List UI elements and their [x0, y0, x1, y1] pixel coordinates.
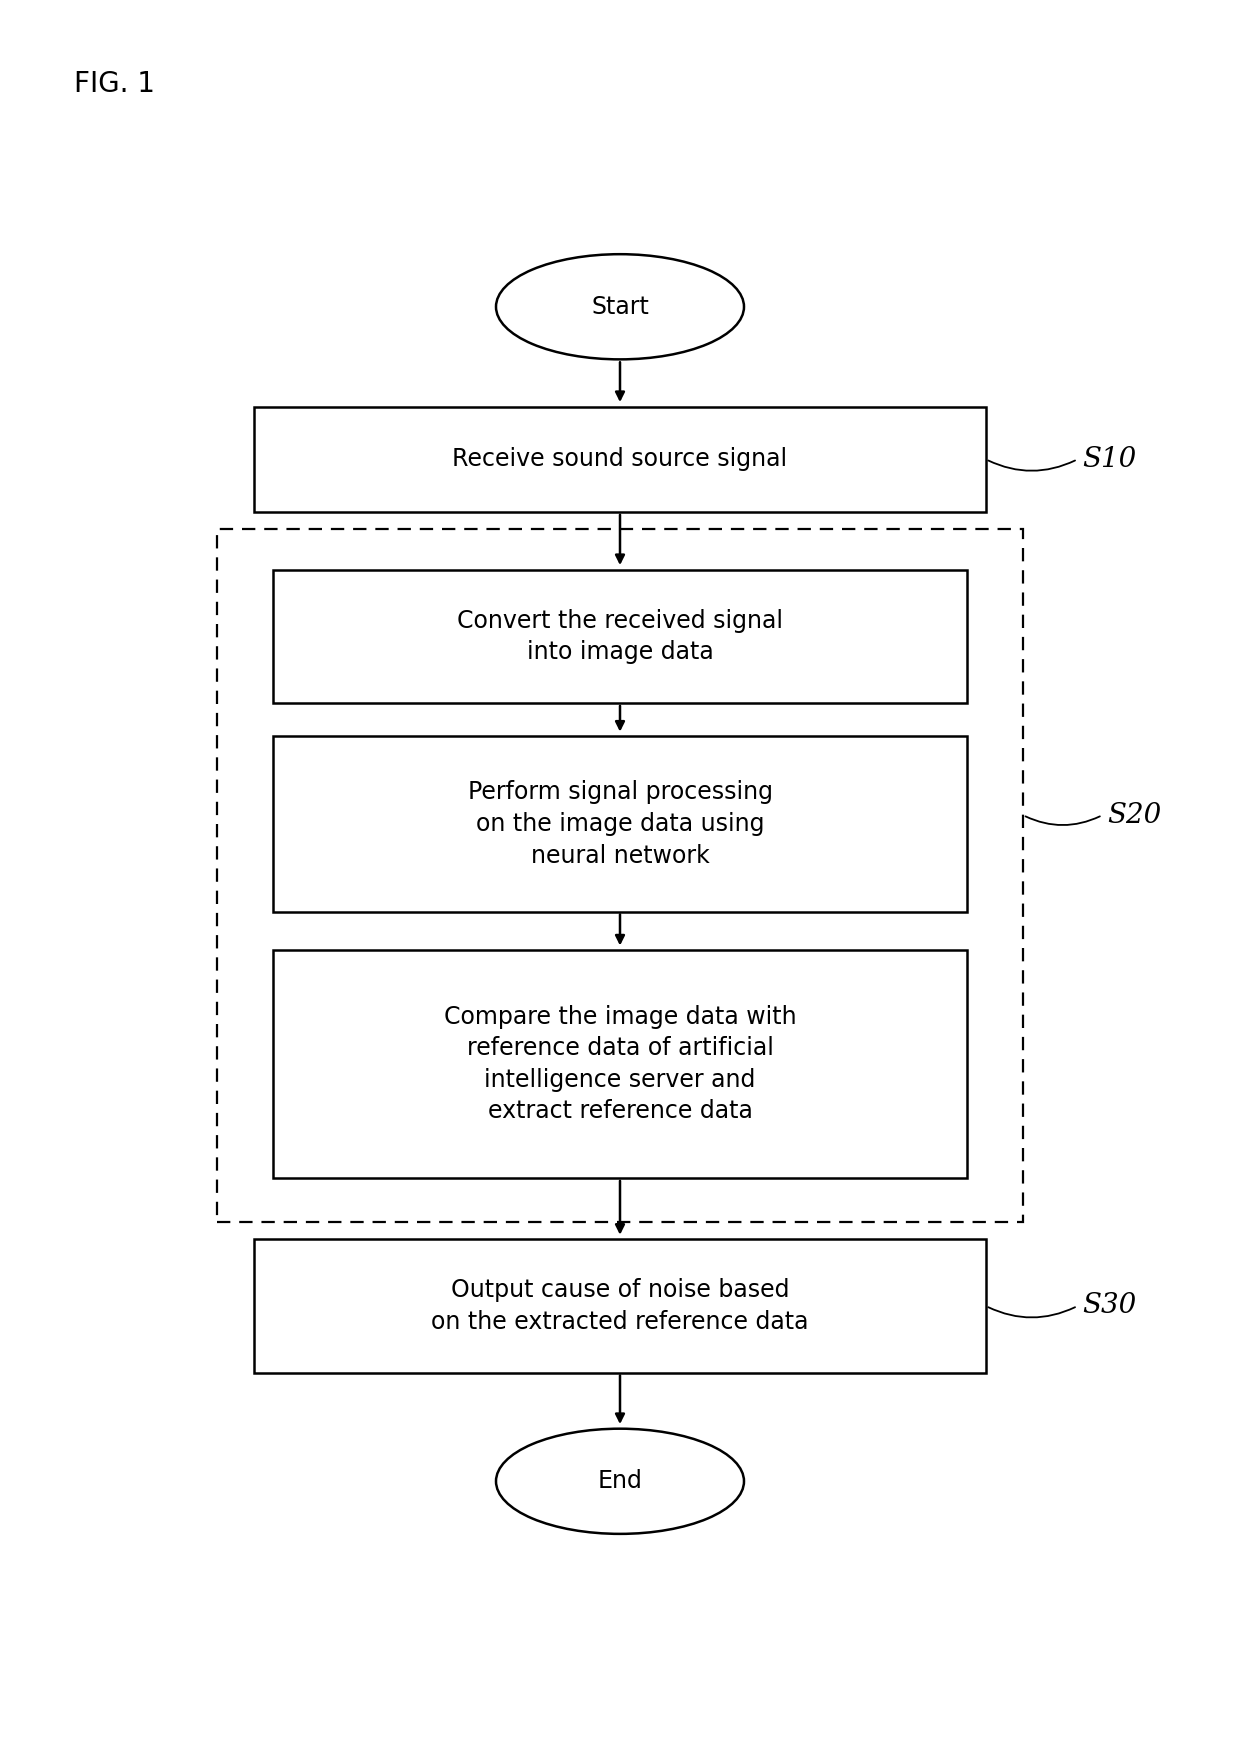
Bar: [254, 407, 986, 512]
Text: End: End: [598, 1469, 642, 1494]
Bar: [273, 736, 967, 912]
Text: Compare the image data with
reference data of artificial
intelligence server and: Compare the image data with reference da…: [444, 1004, 796, 1124]
Text: S10: S10: [1083, 445, 1137, 473]
Text: Convert the received signal
into image data: Convert the received signal into image d…: [458, 608, 782, 664]
Ellipse shape: [496, 1429, 744, 1534]
Bar: [273, 950, 967, 1178]
Text: S30: S30: [1083, 1292, 1137, 1320]
Text: S20: S20: [1107, 801, 1162, 829]
Bar: [254, 1239, 986, 1373]
Ellipse shape: [496, 254, 744, 359]
Bar: [217, 529, 1023, 1222]
Text: Perform signal processing
on the image data using
neural network: Perform signal processing on the image d…: [467, 780, 773, 868]
Text: Output cause of noise based
on the extracted reference data: Output cause of noise based on the extra…: [432, 1278, 808, 1334]
Text: Start: Start: [591, 295, 649, 319]
Bar: [273, 570, 967, 703]
Text: FIG. 1: FIG. 1: [74, 70, 155, 98]
Text: Receive sound source signal: Receive sound source signal: [453, 447, 787, 472]
